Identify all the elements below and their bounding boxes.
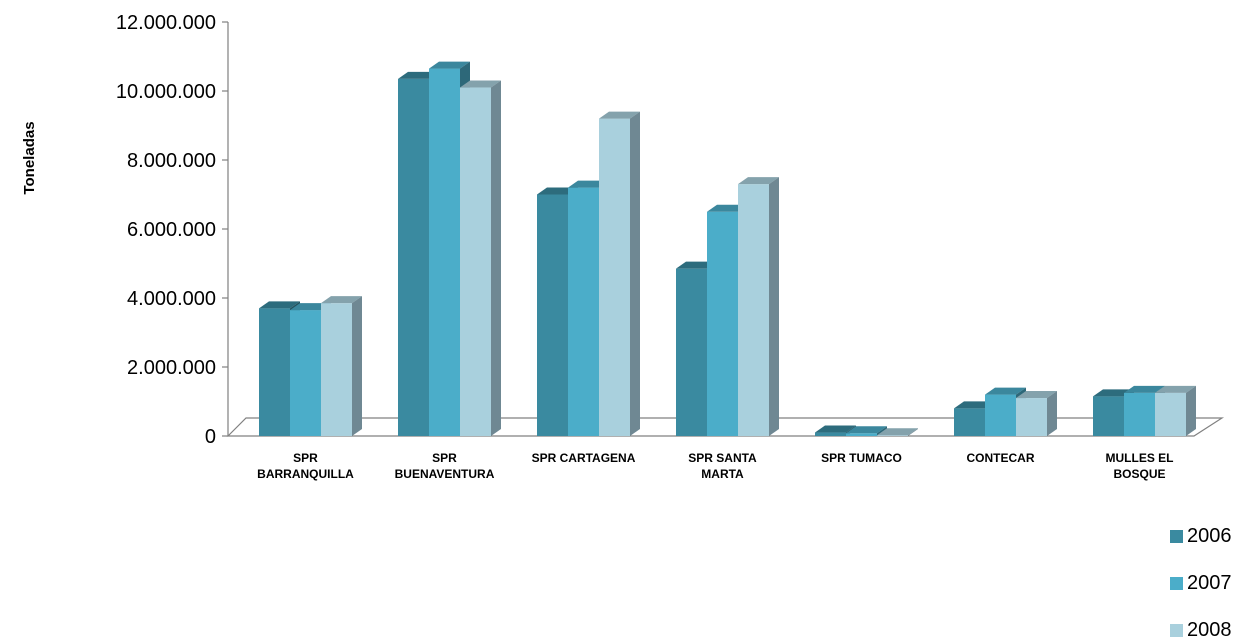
bar-top	[259, 301, 300, 309]
bar-front	[985, 394, 1016, 436]
bars	[259, 61, 1196, 437]
legend-label: 2008	[1187, 618, 1232, 641]
category-label-line: SPR CARTAGENA	[532, 451, 636, 465]
category-label-line: BARRANQUILLA	[257, 467, 354, 481]
legend-label: 2007	[1187, 571, 1232, 594]
bar-side	[491, 80, 501, 437]
bar-top	[846, 426, 887, 434]
y-tick-label: 2.000.000	[127, 357, 216, 379]
category-label-line: SPR	[432, 451, 457, 465]
bar-front	[877, 435, 908, 436]
bar-top	[1155, 385, 1196, 393]
bar-top	[707, 204, 748, 212]
bar-top	[738, 177, 779, 185]
bar-front	[1016, 398, 1047, 436]
category-labels: SPR BARRANQUILLA SPR BUENAVENTURA SPR CARTAG…	[257, 451, 1173, 481]
bar-top	[815, 425, 856, 433]
bar-front	[954, 408, 985, 436]
category-label-line: SPR TUMACO	[821, 451, 902, 465]
y-tick-label: 4.000.000	[127, 288, 216, 310]
bar-front	[707, 211, 738, 436]
bar-front	[537, 194, 568, 436]
legend-item-2007: 2007	[1170, 571, 1232, 595]
bar-top	[537, 187, 578, 195]
bar-front	[568, 187, 599, 436]
bar-2008-cat-6	[1155, 385, 1196, 436]
bar-front	[398, 78, 429, 437]
category-label-line: SPR SANTA	[688, 451, 757, 465]
category-label-4: SPR TUMACO	[821, 451, 902, 465]
y-axis-title: Toneladas	[21, 121, 38, 194]
category-label-3: SPR SANTA MARTA	[688, 451, 757, 481]
bar-side	[769, 177, 779, 436]
bar-front	[1124, 392, 1155, 436]
category-label-line: CONTECAR	[967, 451, 1035, 465]
bar-front	[321, 303, 352, 436]
bar-top	[1016, 391, 1057, 399]
category-label-5: CONTECAR	[967, 451, 1035, 465]
bar-2008-cat-3	[738, 177, 779, 436]
bar-top	[460, 80, 501, 88]
category-label-2: SPR CARTAGENA	[532, 451, 636, 465]
bar-front	[676, 268, 707, 436]
bar-2008-cat-4	[877, 428, 918, 436]
bar-top	[290, 303, 331, 311]
bar-front	[846, 433, 877, 436]
category-label-6: MULLES EL BOSQUE	[1106, 451, 1174, 481]
bar-front	[429, 68, 460, 436]
bar-top	[954, 401, 995, 409]
bar-top	[398, 71, 439, 79]
category-label-1: SPR BUENAVENTURA	[395, 451, 495, 481]
y-tick-label: 6.000.000	[127, 219, 216, 241]
y-tick-label: 8.000.000	[127, 150, 216, 172]
legend-swatch	[1170, 576, 1183, 590]
y-tick-label: 10.000.000	[116, 81, 216, 103]
bar-2008-cat-5	[1016, 391, 1057, 436]
bar-2008-cat-1	[460, 80, 501, 437]
bar-front	[738, 184, 769, 436]
bar-top	[676, 261, 717, 269]
bar-top	[599, 111, 640, 119]
category-label-line: SPR	[293, 451, 318, 465]
legend-item-2008: 2008	[1170, 618, 1232, 642]
bar-top	[1124, 385, 1165, 393]
bar-top	[877, 428, 918, 436]
legend-swatch	[1170, 623, 1183, 637]
category-label-line: MULLES EL	[1106, 451, 1174, 465]
legend-label: 2006	[1187, 524, 1232, 547]
y-tick-label: 12.000.000	[116, 12, 216, 34]
category-label-0: SPR BARRANQUILLA	[257, 451, 354, 481]
bar-top	[321, 296, 362, 304]
bar-front	[1155, 392, 1186, 436]
bar-side	[630, 111, 640, 436]
bar-side	[908, 428, 918, 436]
bar-front	[1093, 396, 1124, 436]
category-label-line: MARTA	[701, 467, 744, 481]
bar-top	[429, 61, 470, 69]
bar-top	[985, 387, 1026, 395]
bar-top	[568, 180, 609, 188]
bar-2008-cat-2	[599, 111, 640, 436]
legend-item-2006: 2006	[1170, 524, 1232, 548]
bar-side	[1047, 391, 1057, 436]
bar-side	[352, 296, 362, 436]
y-tick-label: 0	[205, 426, 216, 448]
legend-swatch	[1170, 529, 1183, 543]
bar-front	[599, 118, 630, 436]
bar-front	[815, 432, 846, 436]
bar-top	[1093, 389, 1134, 397]
bar-2008-cat-0	[321, 296, 362, 436]
y-axis: 0 2.000.000 4.000.000 6.000.000 8.000.000 10.…	[116, 12, 229, 448]
bar-side	[1186, 385, 1196, 436]
bar-front	[290, 310, 321, 436]
category-label-line: BOSQUE	[1113, 467, 1165, 481]
category-label-line: BUENAVENTURA	[395, 467, 495, 481]
bar-front	[460, 87, 491, 437]
bar-front	[259, 308, 290, 436]
